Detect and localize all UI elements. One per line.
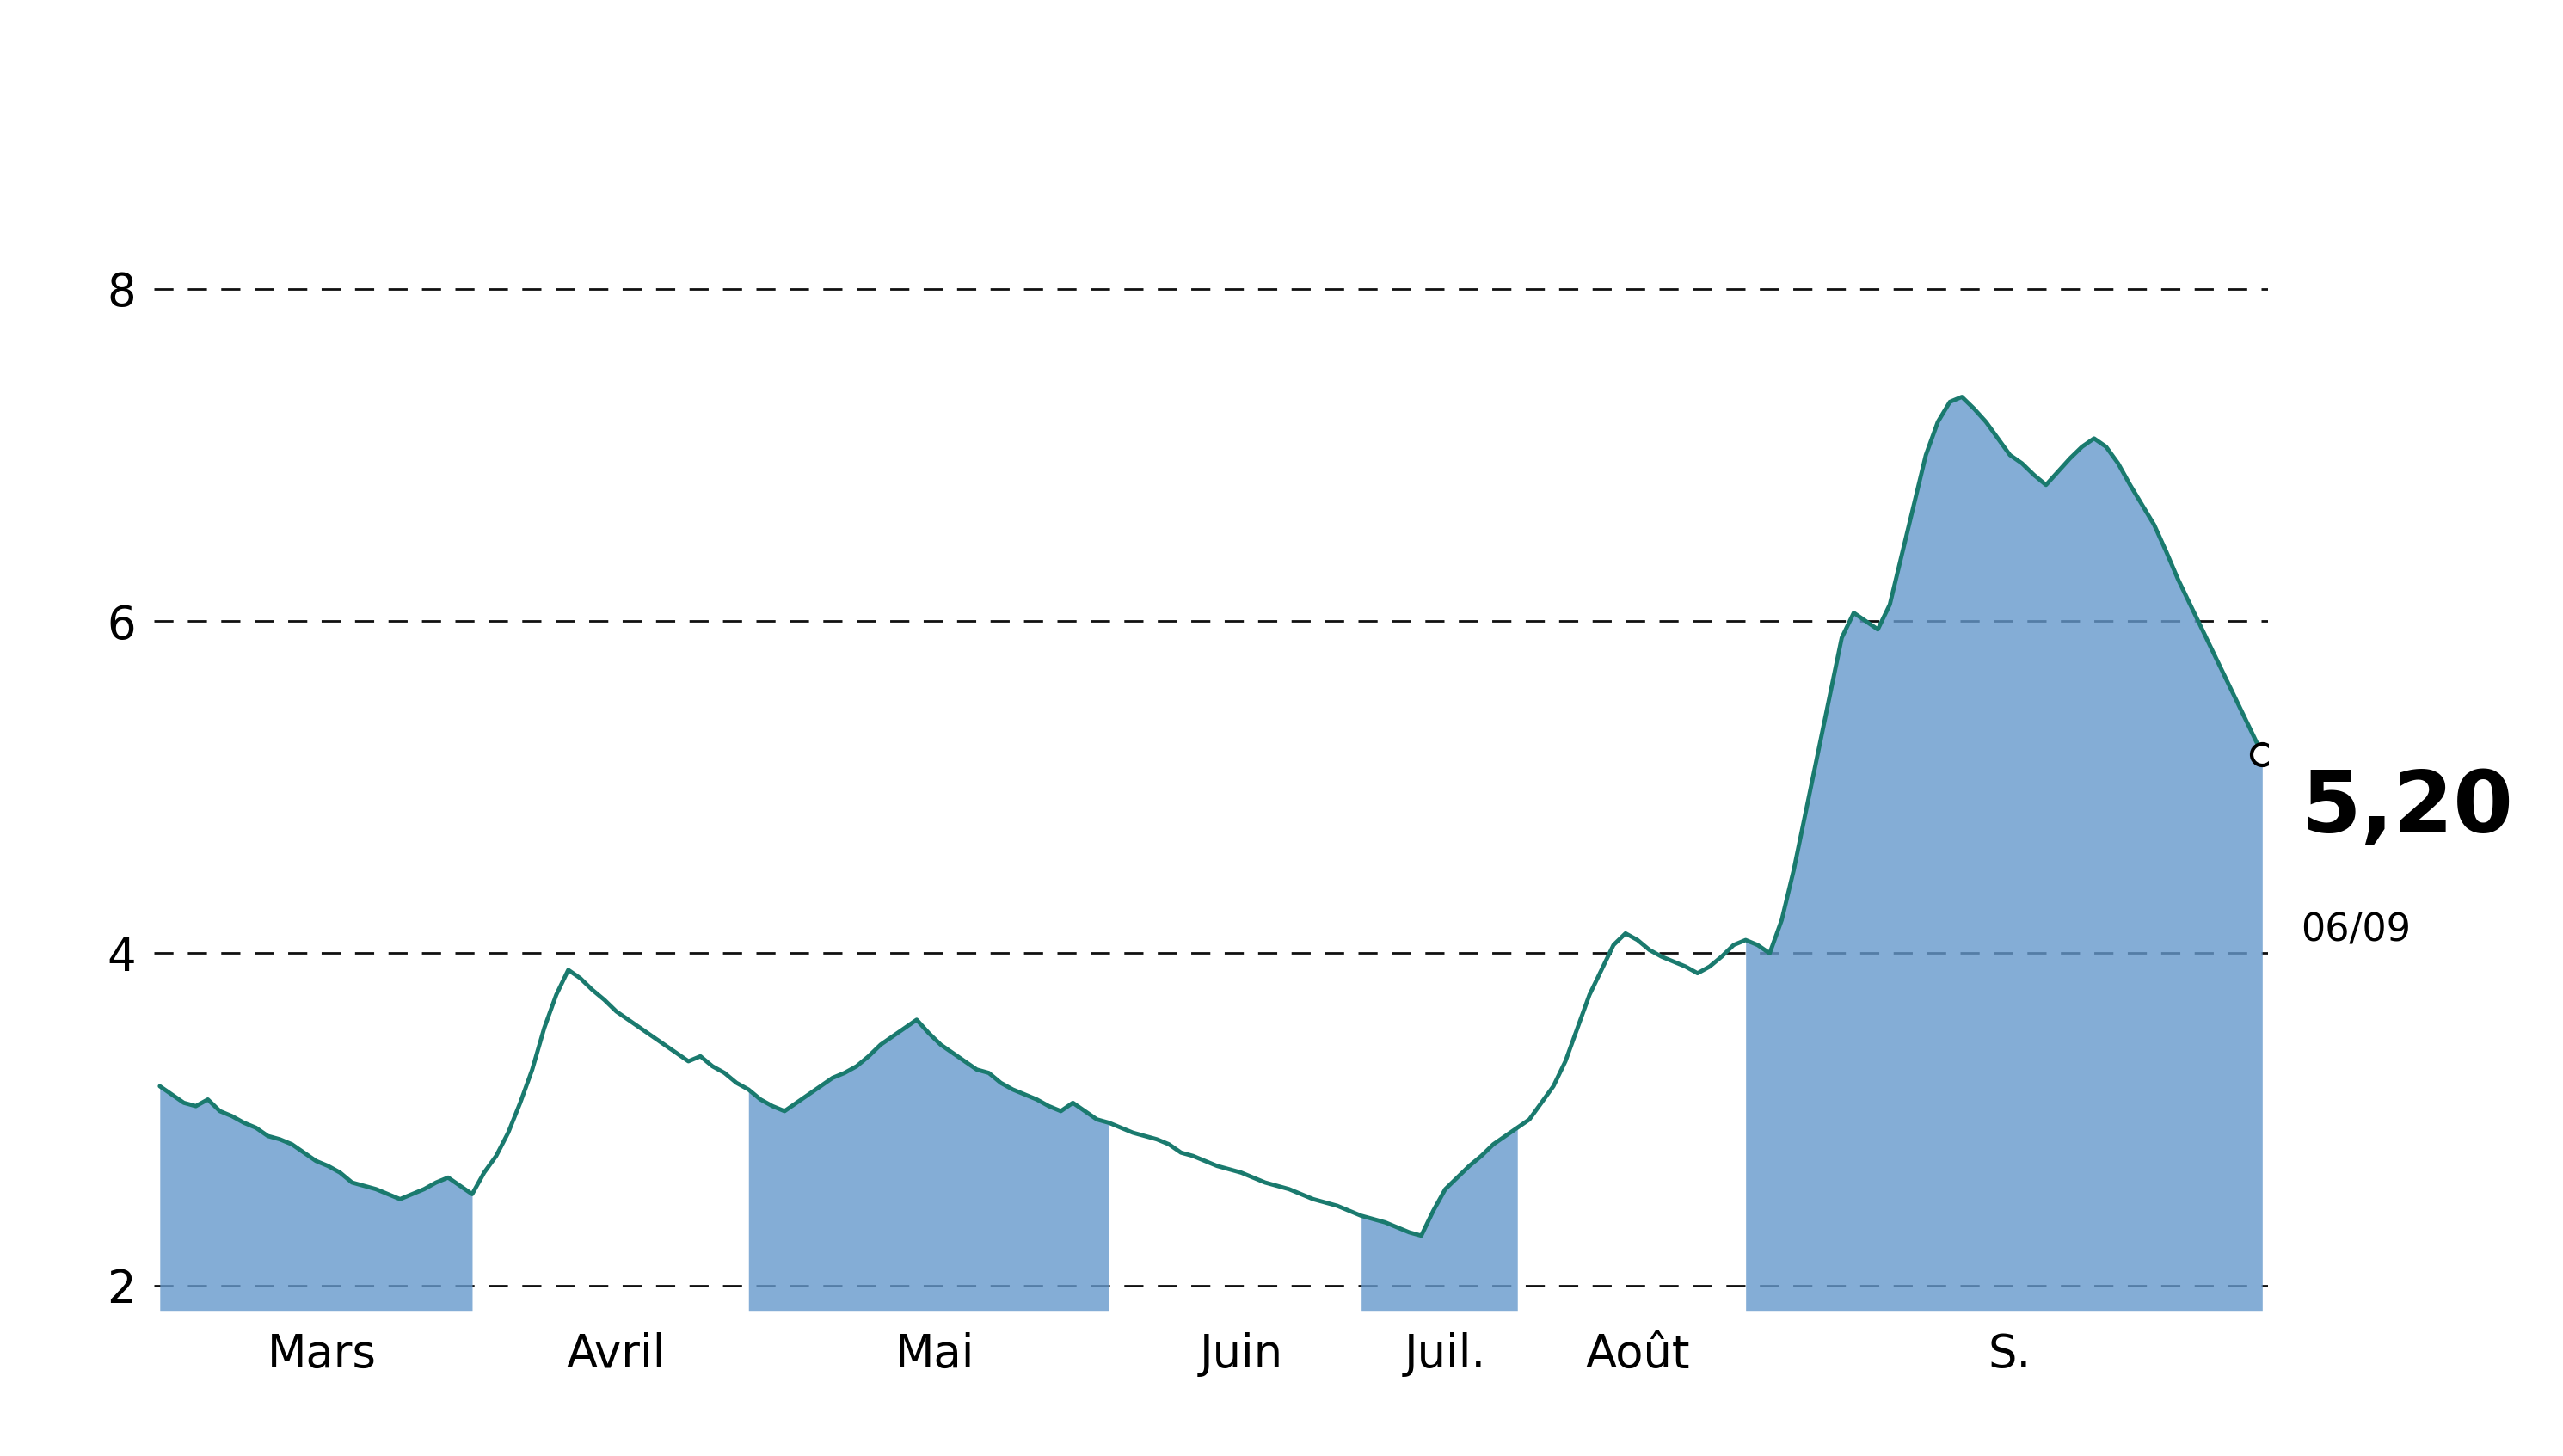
Text: 5,20: 5,20 xyxy=(2302,767,2514,850)
Text: 06/09: 06/09 xyxy=(2302,911,2412,949)
Text: MEDIANTECHNOLOGIES: MEDIANTECHNOLOGIES xyxy=(666,28,1897,118)
